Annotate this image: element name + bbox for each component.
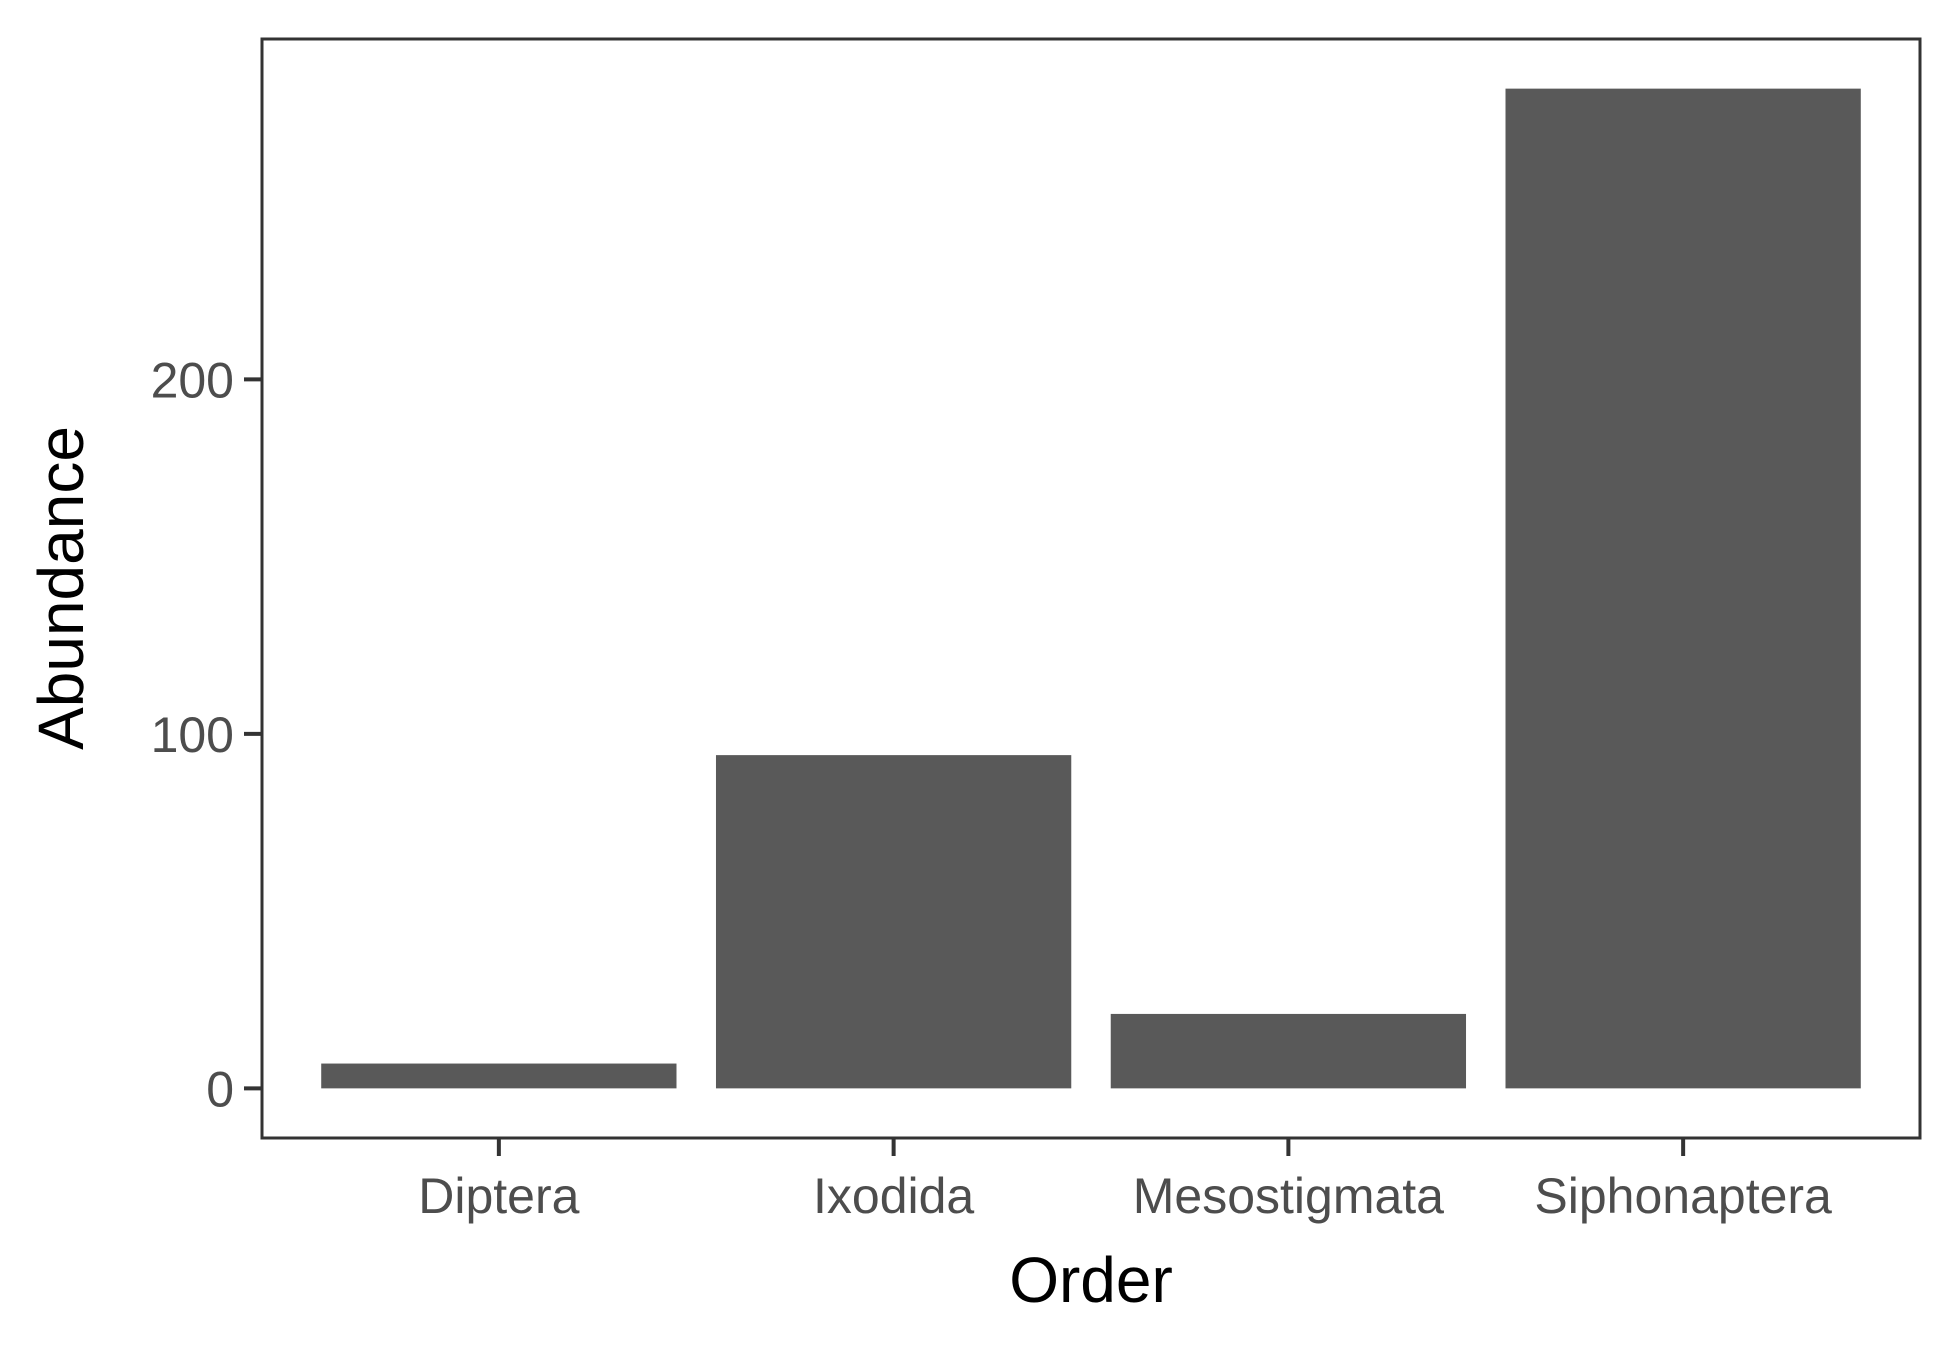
y-tick-label: 100 [151, 707, 234, 763]
panel-border [260, 37, 1922, 1140]
y-axis-title: Abundance [25, 426, 97, 750]
y-tick-label: 200 [151, 352, 234, 408]
x-axis-ticks: Diptera Ixodida Mesostigmata Siphonaptera [418, 1138, 1832, 1224]
x-tick-label-diptera: Diptera [418, 1168, 579, 1224]
bar-ixodida [715, 755, 1072, 1089]
x-axis-title: Order [1009, 1244, 1173, 1316]
x-tick-label-siphonaptera: Siphonaptera [1534, 1168, 1832, 1224]
bar-mesostigmata [1110, 1013, 1467, 1089]
bar-siphonaptera [1505, 88, 1861, 1089]
x-tick-label-ixodida: Ixodida [813, 1168, 974, 1224]
x-tick-label-mesostigmata: Mesostigmata [1133, 1168, 1444, 1224]
y-tick-label: 0 [206, 1061, 234, 1117]
bar-diptera [321, 1063, 677, 1089]
bars-group [321, 88, 1861, 1089]
y-axis-ticks: 0 100 200 [151, 352, 262, 1117]
